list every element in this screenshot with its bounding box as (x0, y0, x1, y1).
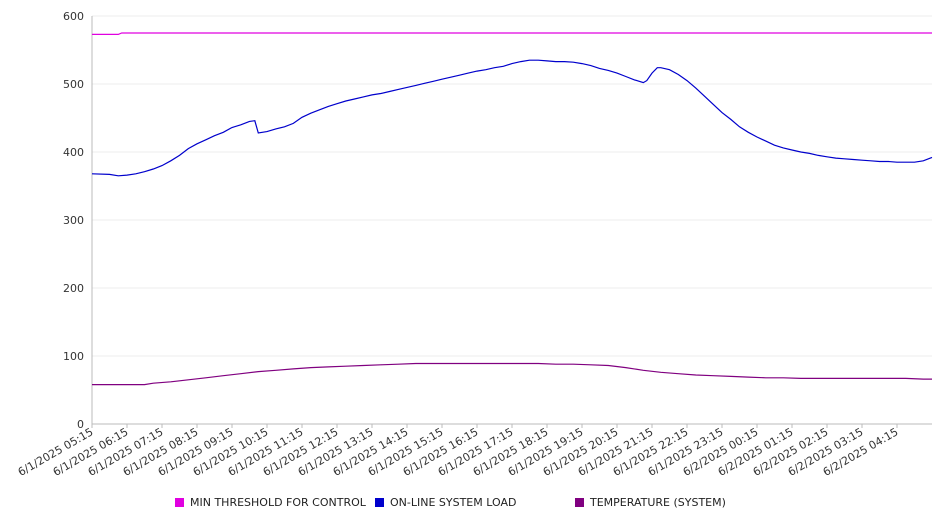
y-tick-label: 300 (63, 214, 84, 227)
legend-item-min-threshold[interactable]: MIN THRESHOLD FOR CONTROL (175, 496, 366, 509)
legend-swatch-temperature (575, 498, 584, 507)
y-tick-label: 500 (63, 78, 84, 91)
legend-label-temperature: TEMPERATURE (SYSTEM) (590, 496, 726, 509)
legend-label-min-threshold: MIN THRESHOLD FOR CONTROL (190, 496, 366, 509)
grid-lines (92, 15, 932, 357)
legend-item-temperature[interactable]: TEMPERATURE (SYSTEM) (575, 496, 726, 509)
legend-label-system-load: ON-LINE SYSTEM LOAD (390, 496, 517, 509)
y-tick-label: 400 (63, 146, 84, 159)
series-lines (91, 32, 933, 386)
series-line-temperature (92, 362, 932, 386)
series-line-min-threshold (92, 32, 932, 35)
series-line-system-load (91, 59, 933, 177)
y-tick-label: 200 (63, 282, 84, 295)
y-tick-label: 600 (63, 10, 84, 23)
legend: MIN THRESHOLD FOR CONTROL ON-LINE SYSTEM… (0, 496, 946, 516)
y-tick-labels: 0 100 200 300 400 500 600 (63, 10, 84, 431)
legend-swatch-min-threshold (175, 498, 184, 507)
y-tick-label: 0 (77, 418, 84, 431)
legend-item-system-load[interactable]: ON-LINE SYSTEM LOAD (375, 496, 516, 509)
axes (91, 16, 932, 428)
y-tick-label: 100 (63, 350, 84, 363)
legend-swatch-system-load (375, 498, 384, 507)
x-tick-labels: 6/1/2025 05:156/1/2025 06:156/1/2025 07:… (16, 425, 901, 479)
